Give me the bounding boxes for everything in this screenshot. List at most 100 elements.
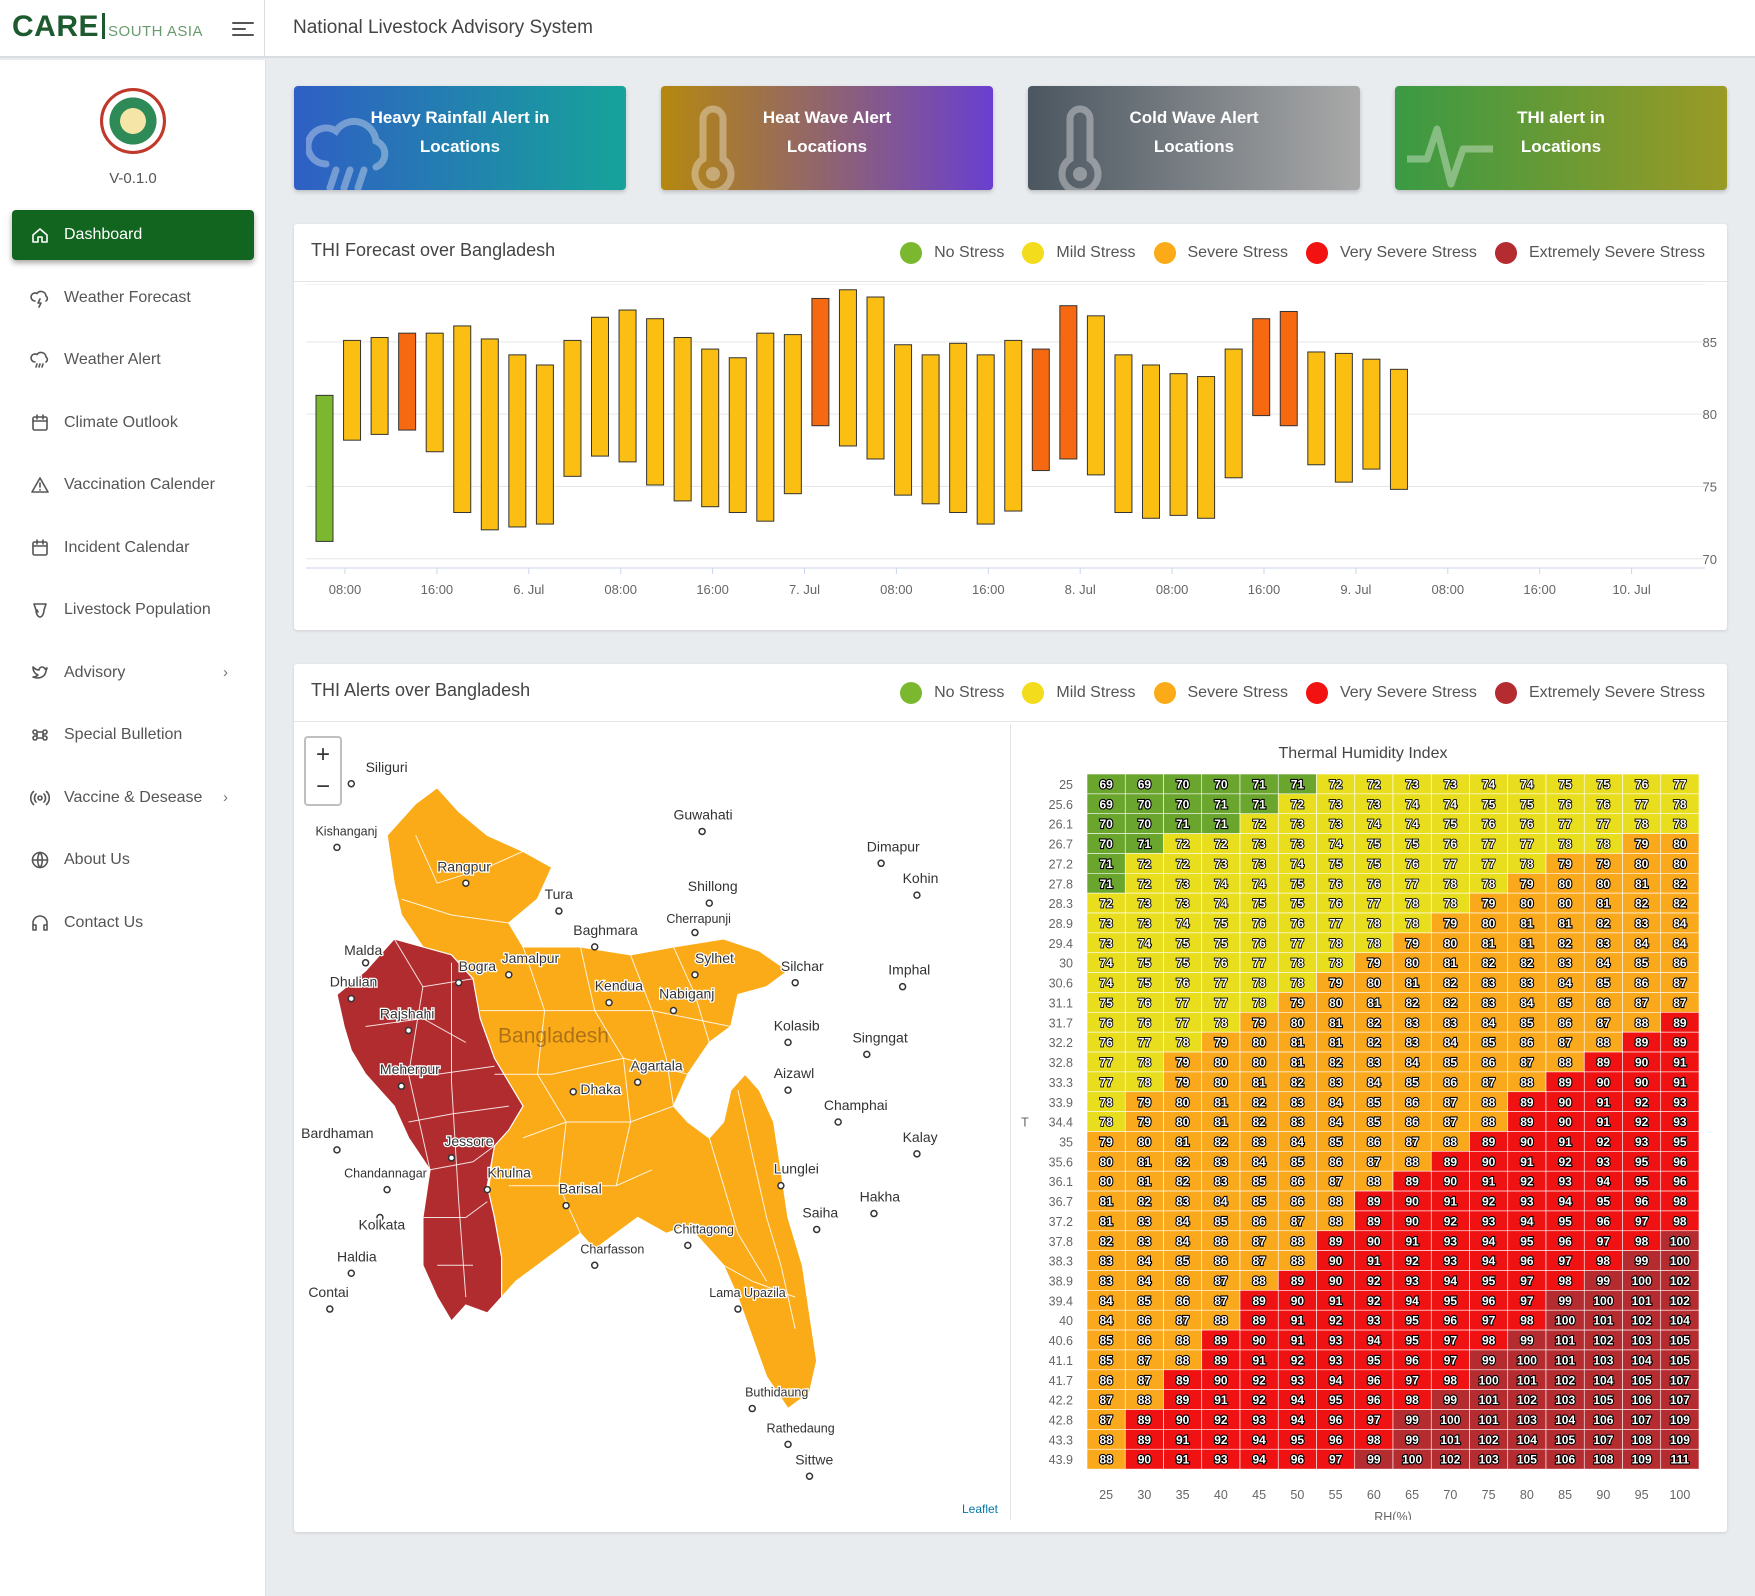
bangladesh-map[interactable]: Bangladesh Siliguri Kishanganj Rangpur Guwah… xyxy=(294,724,1010,1520)
legend-item[interactable]: Mild Stress xyxy=(1022,242,1136,264)
heatmap-cell-label: 76 xyxy=(1482,817,1496,831)
sidebar-item-vaccine-desease[interactable]: Vaccine & Desease › xyxy=(12,773,254,823)
thi-range-bar[interactable] xyxy=(1031,348,1050,472)
thi-range-bar[interactable] xyxy=(1059,305,1078,460)
menu-toggle-icon[interactable] xyxy=(232,18,254,38)
heatmap-cell-label: 91 xyxy=(1597,1115,1611,1129)
thi-range-bar[interactable] xyxy=(976,354,995,525)
thi-range-bar[interactable] xyxy=(1004,339,1023,512)
heatmap-cell-label: 90 xyxy=(1635,1075,1649,1089)
sidebar-item-climate-outlook[interactable]: Climate Outlook xyxy=(12,398,254,448)
sidebar-item-special-bulletion[interactable]: Special Bulletion xyxy=(12,710,254,760)
sidebar-item-dashboard[interactable]: Dashboard xyxy=(12,210,254,260)
heatmap-cell-label: 80 xyxy=(1099,1155,1113,1169)
thi-range-bar[interactable] xyxy=(728,357,747,513)
heatmap-cell[interactable] xyxy=(1660,1448,1700,1470)
thi-range-bar[interactable] xyxy=(535,364,554,525)
map-place-label: Siliguri xyxy=(366,759,408,775)
sidebar-item-contact-us[interactable]: Contact Us xyxy=(12,898,254,948)
thi-range-bar[interactable] xyxy=(756,332,775,522)
heatmap-y-label: 26.7 xyxy=(1049,838,1073,852)
thi-range-bar[interactable] xyxy=(921,354,940,505)
thi-range-bar[interactable] xyxy=(1362,358,1381,470)
alert-card-1[interactable]: Heavy Rainfall Alert in Locations xyxy=(294,86,626,190)
alert-card-3[interactable]: Cold Wave Alert Locations xyxy=(1028,86,1360,190)
legend-item[interactable]: Mild Stress xyxy=(1022,682,1136,704)
thi-range-bar[interactable] xyxy=(343,339,362,441)
thi-range-bar[interactable] xyxy=(838,289,857,447)
thi-range-bar[interactable] xyxy=(701,348,720,508)
thi-range-bar[interactable] xyxy=(398,332,417,431)
map-region-extremely-severe-stress[interactable] xyxy=(336,938,524,1323)
thi-range-bar[interactable] xyxy=(508,354,527,528)
heatmap-cell-label: 74 xyxy=(1099,956,1113,970)
legend-item[interactable]: Very Severe Stress xyxy=(1305,242,1477,264)
sidebar-item-livestock-population[interactable]: Livestock Population xyxy=(12,585,254,635)
alert-card-line2: Locations xyxy=(1153,137,1235,156)
thi-range-bar[interactable] xyxy=(646,318,665,486)
thi-range-bar[interactable] xyxy=(453,325,472,513)
thi-range-bar[interactable] xyxy=(949,342,968,513)
thi-range-bar[interactable] xyxy=(1389,368,1408,490)
legend-item[interactable]: No Stress xyxy=(900,242,1004,264)
thi-range-bar[interactable] xyxy=(783,334,802,495)
thi-range-bar[interactable] xyxy=(315,394,334,542)
heatmap-cell-label: 88 xyxy=(1214,1314,1228,1328)
heatmap-y-label: 36.7 xyxy=(1049,1195,1073,1209)
thi-range-bar[interactable] xyxy=(1279,310,1298,427)
legend-item[interactable]: Severe Stress xyxy=(1153,242,1288,264)
thi-range-bar[interactable] xyxy=(866,296,885,460)
brand-logo[interactable]: CARE SOUTH ASIA xyxy=(12,10,203,44)
map-view[interactable]: Bangladesh Siliguri Kishanganj Rangpur Guwah… xyxy=(294,724,1010,1520)
map-place-label: Agartala xyxy=(631,1057,683,1073)
heatmap-cell-label: 87 xyxy=(1214,1274,1228,1288)
thi-range-bar[interactable] xyxy=(1334,352,1353,483)
legend-item[interactable]: Extremely Severe Stress xyxy=(1494,682,1705,704)
heatmap-cell-label: 83 xyxy=(1482,976,1496,990)
heatmap-cell-label: 71 xyxy=(1138,837,1152,851)
heatmap-cell-label: 98 xyxy=(1558,1274,1572,1288)
legend-item[interactable]: Very Severe Stress xyxy=(1305,682,1477,704)
sidebar-item-incident-calendar[interactable]: Incident Calendar xyxy=(12,523,254,573)
y-tick-label: 80 xyxy=(1703,407,1717,422)
thi-range-bar[interactable] xyxy=(370,337,389,435)
legend-item[interactable]: Severe Stress xyxy=(1153,682,1288,704)
thi-range-bar[interactable] xyxy=(618,309,637,463)
alert-card-4[interactable]: THI alert in Locations xyxy=(1395,86,1727,190)
zoom-out-button[interactable]: − xyxy=(304,770,342,806)
sidebar-item-advisory[interactable]: Advisory › xyxy=(12,648,254,698)
thi-range-bar[interactable] xyxy=(1224,348,1243,479)
heatmap-cell-label: 95 xyxy=(1405,1314,1419,1328)
heatmap-cell-label: 81 xyxy=(1329,1016,1343,1030)
sidebar-item-weather-alert[interactable]: Weather Alert xyxy=(12,335,254,385)
legend-item[interactable]: No Stress xyxy=(900,682,1004,704)
thi-range-bar[interactable] xyxy=(425,332,444,453)
thi-range-bar[interactable] xyxy=(1086,315,1105,476)
heatmap-cell-label: 89 xyxy=(1252,1294,1266,1308)
alert-card-2[interactable]: Heat Wave Alert Locations xyxy=(661,86,993,190)
thi-range-bar[interactable] xyxy=(811,297,830,427)
heatmap-cell-label: 105 xyxy=(1632,1373,1652,1387)
sidebar-item-about-us[interactable]: About Us xyxy=(12,835,254,885)
zoom-in-button[interactable]: + xyxy=(304,736,342,772)
sidebar-item-vaccination-calender[interactable]: Vaccination Calender xyxy=(12,460,254,510)
thi-range-bar[interactable] xyxy=(1307,351,1326,466)
heatmap-cell-label: 71 xyxy=(1252,778,1266,792)
leaflet-attribution[interactable]: Leaflet xyxy=(957,1502,1002,1516)
heatmap-cell-label: 77 xyxy=(1444,857,1458,871)
thi-range-bar[interactable] xyxy=(480,338,499,531)
thi-range-bar[interactable] xyxy=(1252,318,1271,417)
thi-range-bar[interactable] xyxy=(591,316,609,457)
heatmap-cell-label: 76 xyxy=(1597,797,1611,811)
legend-item[interactable]: Extremely Severe Stress xyxy=(1494,242,1705,264)
thi-range-bar[interactable] xyxy=(1197,376,1216,519)
thi-range-bar[interactable] xyxy=(563,339,582,477)
thi-range-bar[interactable] xyxy=(1114,354,1133,513)
sidebar-item-weather-forecast[interactable]: Weather Forecast xyxy=(12,273,254,323)
thi-range-bar[interactable] xyxy=(1142,364,1160,519)
thi-range-bar[interactable] xyxy=(673,337,692,502)
thi-range-bar[interactable] xyxy=(894,344,913,496)
heatmap-cell-label: 75 xyxy=(1367,857,1381,871)
heatmap-cell-label: 90 xyxy=(1291,1294,1305,1308)
thi-range-bar[interactable] xyxy=(1169,373,1188,516)
